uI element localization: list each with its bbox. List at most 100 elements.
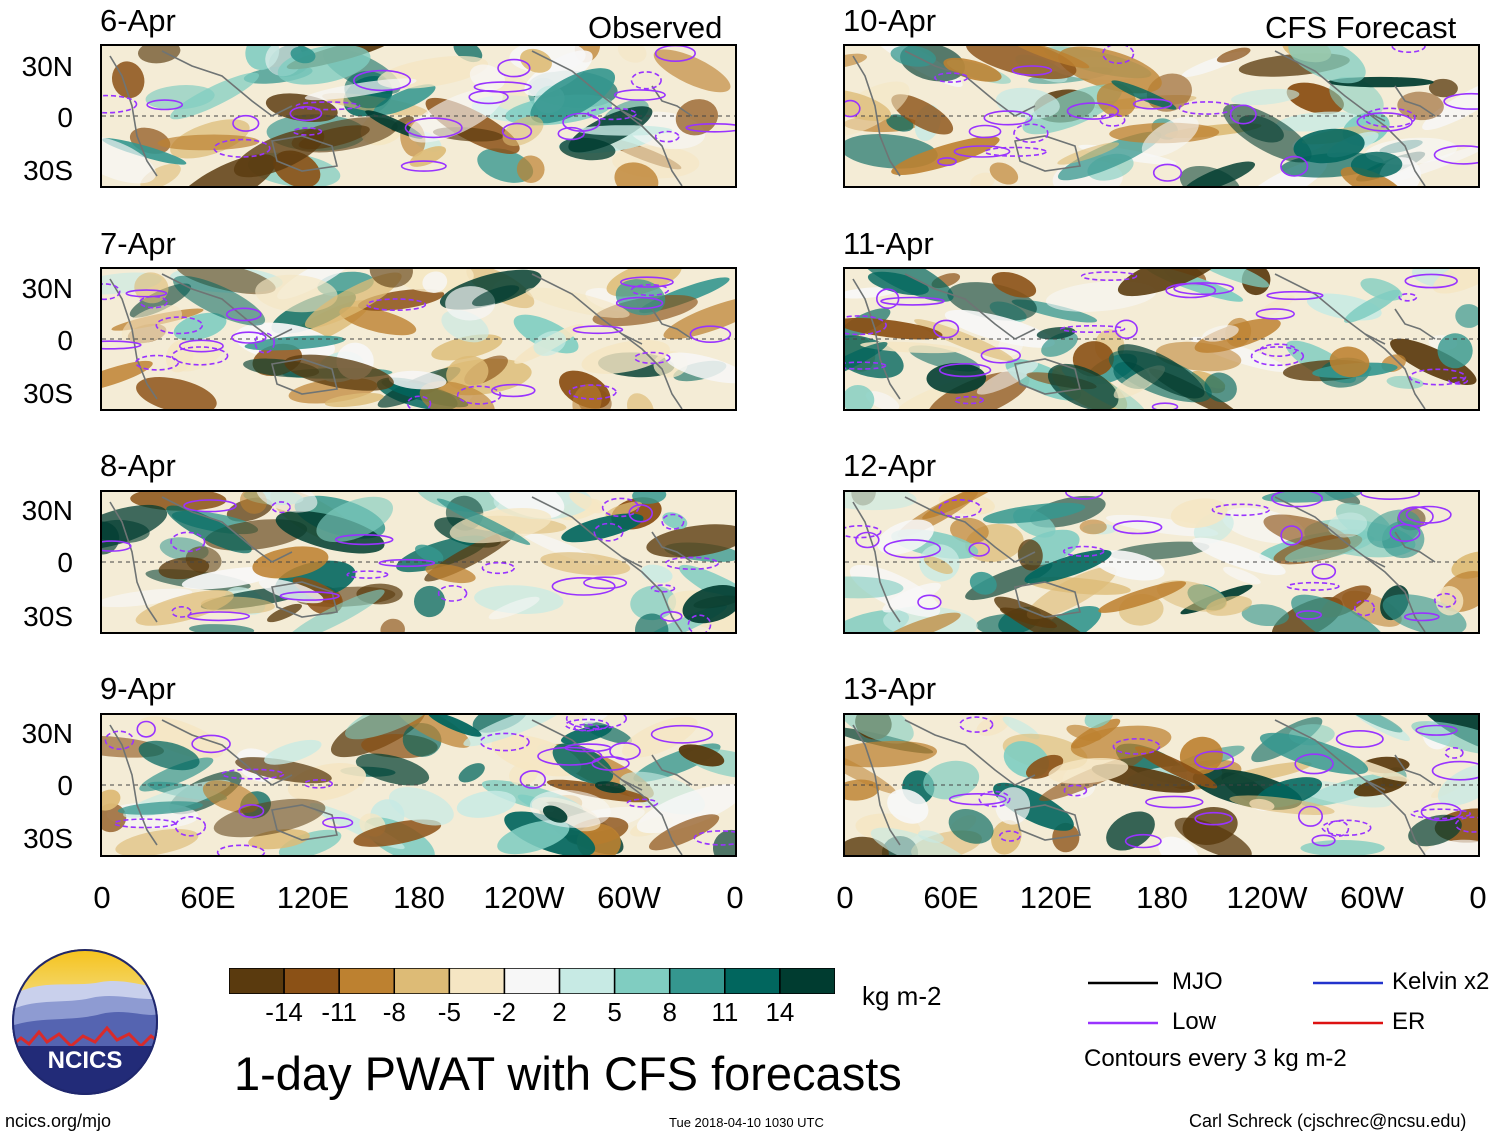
low-contour bbox=[613, 89, 666, 101]
pwat-anomaly-blob bbox=[918, 830, 944, 843]
pwat-anomaly-blob bbox=[883, 612, 961, 632]
low-contour bbox=[565, 715, 627, 730]
pwat-anomaly-blob bbox=[630, 585, 677, 621]
colorbar-tick-label: 2 bbox=[552, 997, 567, 1027]
pwat-anomaly-blob bbox=[632, 492, 667, 504]
pwat-anomaly-blob bbox=[256, 492, 318, 513]
pwat-anomaly-blob bbox=[944, 309, 1055, 348]
low-contour bbox=[519, 770, 546, 789]
low-contour bbox=[225, 307, 262, 322]
low-contour bbox=[586, 107, 637, 121]
pwat-anomaly-blob bbox=[458, 763, 485, 783]
pwat-anomaly-blob bbox=[394, 715, 471, 748]
lat-label-30s: 30S bbox=[23, 155, 73, 186]
low-contour bbox=[693, 830, 735, 846]
low-contour bbox=[1194, 750, 1235, 770]
low-contour bbox=[1152, 163, 1183, 182]
map-panel-observed-3 bbox=[100, 713, 737, 857]
pwat-anomaly-blob bbox=[1117, 269, 1224, 297]
pwat-anomaly-blob bbox=[358, 288, 445, 311]
low-contour bbox=[170, 531, 206, 553]
pwat-anomaly-blob bbox=[1098, 581, 1187, 613]
pwat-anomaly-blob bbox=[845, 715, 914, 744]
low-contour bbox=[183, 499, 237, 513]
pwat-anomaly-blob bbox=[1170, 498, 1228, 529]
pwat-anomaly-blob bbox=[1058, 46, 1162, 94]
low-contour bbox=[102, 94, 138, 114]
pwat-anomaly-blob bbox=[525, 287, 630, 318]
panel-date-observed-1: 7-Apr bbox=[100, 226, 176, 261]
pwat-anomaly-blob bbox=[419, 381, 495, 409]
low-contour bbox=[1099, 113, 1126, 127]
pwat-anomaly-blob bbox=[491, 734, 582, 777]
coastline bbox=[109, 501, 158, 623]
low-contour bbox=[959, 716, 994, 733]
pwat-anomaly-blob bbox=[157, 134, 260, 151]
low-contour bbox=[1280, 525, 1303, 546]
coastline bbox=[1274, 719, 1386, 791]
pwat-anomaly-blob bbox=[355, 753, 430, 786]
low-contour bbox=[1259, 343, 1298, 357]
pwat-anomaly-blob bbox=[614, 162, 659, 186]
low-contour bbox=[1363, 107, 1416, 128]
low-contour bbox=[1409, 368, 1467, 386]
pwat-anomaly-blob bbox=[497, 820, 570, 855]
coastline bbox=[1274, 496, 1386, 568]
pwat-anomaly-blob bbox=[1262, 492, 1362, 503]
footer-url[interactable]: ncics.org/mjo bbox=[5, 1111, 112, 1131]
colorbar-swatch bbox=[393, 968, 451, 994]
low-contour bbox=[1410, 808, 1472, 820]
coastline bbox=[161, 719, 293, 786]
pwat-anomaly-blob bbox=[102, 789, 121, 811]
low-contour bbox=[650, 584, 676, 593]
pwat-anomaly-blob bbox=[1229, 795, 1335, 815]
pwat-anomaly-blob bbox=[845, 740, 938, 768]
pwat-anomaly-blob bbox=[948, 809, 994, 844]
logo-text: NCICS bbox=[48, 1047, 123, 1074]
colorbar-swatch bbox=[229, 968, 285, 994]
pwat-anomaly-blob bbox=[1344, 289, 1400, 323]
legend-line-low-icon bbox=[1088, 1021, 1158, 1025]
low-contour bbox=[685, 123, 735, 133]
pwat-anomaly-blob bbox=[138, 740, 200, 771]
low-contour bbox=[1353, 599, 1375, 617]
coastline bbox=[109, 55, 158, 177]
pwat-anomaly-blob bbox=[976, 361, 1039, 395]
pwat-anomaly-blob bbox=[1174, 817, 1252, 855]
lon-label-60w: 60W bbox=[597, 880, 661, 915]
pwat-anomaly-blob bbox=[1141, 116, 1199, 158]
low-contour bbox=[948, 792, 1007, 806]
low-contour bbox=[322, 816, 354, 829]
coastline bbox=[1364, 110, 1426, 186]
pwat-anomaly-blob bbox=[413, 585, 446, 618]
pwat-anomaly-blob bbox=[102, 504, 168, 550]
low-contour bbox=[1404, 273, 1458, 289]
low-contour bbox=[630, 71, 662, 90]
pwat-anomaly-blob bbox=[653, 49, 731, 93]
pwat-anomaly-blob bbox=[923, 760, 980, 800]
pwat-anomaly-blob bbox=[252, 546, 329, 579]
colorbar-tick-label: 5 bbox=[607, 997, 622, 1027]
low-contour bbox=[1080, 271, 1138, 281]
pwat-anomaly-blob bbox=[845, 492, 917, 511]
low-contour bbox=[1151, 402, 1179, 409]
low-contour bbox=[303, 779, 334, 789]
low-contour bbox=[984, 146, 1047, 157]
panel-date-forecast-2: 12-Apr bbox=[843, 448, 937, 483]
pwat-anomaly-blob bbox=[1002, 716, 1040, 740]
pwat-anomaly-blob bbox=[594, 781, 626, 794]
pwat-anomaly-blob bbox=[304, 272, 402, 329]
low-contour bbox=[1295, 610, 1323, 620]
pwat-anomaly-blob bbox=[189, 624, 255, 632]
pwat-anomaly-blob bbox=[1424, 839, 1478, 855]
low-contour bbox=[292, 127, 323, 136]
pwat-anomaly-blob bbox=[617, 46, 647, 63]
low-contour bbox=[271, 501, 291, 514]
low-contour bbox=[628, 504, 654, 523]
low-contour bbox=[1124, 833, 1162, 849]
pwat-anomaly-blob bbox=[427, 715, 482, 737]
low-contour bbox=[932, 319, 960, 339]
pwat-anomaly-blob bbox=[285, 589, 385, 632]
lat-label-0: 0 bbox=[57, 102, 73, 133]
pwat-anomaly-blob bbox=[102, 360, 153, 393]
